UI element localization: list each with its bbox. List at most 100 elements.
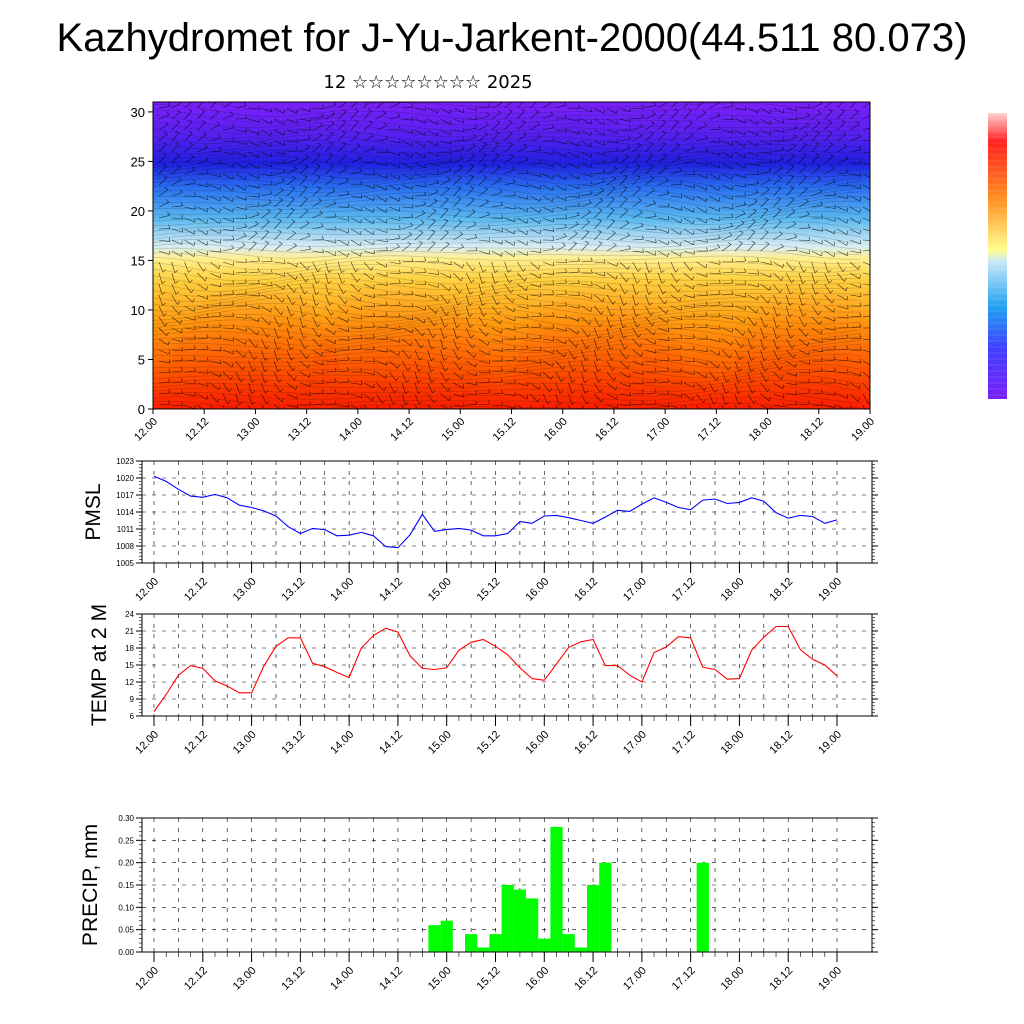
wind-barb (670, 102, 678, 109)
wind-barb-feather (459, 366, 463, 370)
wind-barb-feather (476, 380, 478, 385)
wind-barb-feather (420, 344, 424, 349)
wind-barb (824, 132, 833, 142)
wind-barb (350, 382, 362, 385)
wind-barb-feather (552, 301, 555, 306)
wind-barb-feather (181, 215, 183, 220)
wind-barb (222, 349, 234, 355)
wind-barb (350, 393, 362, 398)
wind-barb-feather (228, 388, 232, 393)
wind-barb-feather (526, 230, 528, 235)
wind-barb (632, 117, 644, 120)
wind-barb-feather (751, 379, 755, 383)
wind-barb-feather (717, 364, 720, 369)
wind-barb (632, 144, 642, 153)
wind-barb (465, 305, 470, 317)
wind-barb (235, 272, 247, 274)
wind-barb-feather (523, 143, 528, 148)
wind-barb-feather (586, 345, 590, 350)
wind-barb-feather (346, 309, 349, 314)
wind-barb (721, 371, 727, 383)
wind-barb (171, 404, 183, 407)
wind-barb (555, 227, 567, 230)
wind-barb-feather (526, 345, 529, 350)
wind-barb (657, 272, 663, 284)
wind-barb-feather (612, 175, 617, 179)
wind-barb-feather (386, 237, 388, 242)
wind-barb (286, 140, 298, 143)
wind-barb-feather (303, 185, 308, 188)
wind-barb (721, 349, 730, 359)
wind-barb-feather (549, 99, 552, 101)
wind-barb (798, 261, 804, 273)
wind-barb (734, 294, 746, 298)
y-tick-label: 9 (130, 695, 135, 704)
wind-barb-feather (334, 400, 337, 405)
wind-barb (837, 337, 849, 340)
wind-barb-feather (303, 197, 308, 200)
wind-barb (171, 272, 176, 284)
wind-barb (555, 338, 566, 345)
wind-barb (632, 238, 644, 241)
wind-barb-feather (550, 111, 554, 115)
wind-barb (504, 239, 515, 246)
wind-barb-feather (252, 241, 257, 244)
wind-barb-feather (295, 275, 298, 280)
wind-barb-feather (776, 313, 781, 317)
wind-barb (453, 294, 459, 306)
wind-barb (325, 203, 336, 208)
wind-barb (581, 202, 592, 208)
wind-barb (581, 283, 593, 286)
wind-barb (785, 165, 795, 175)
wind-barb (453, 221, 462, 230)
wind-barb (568, 360, 574, 372)
wind-barb-feather (373, 312, 376, 317)
wind-barb-feather (587, 333, 591, 338)
wind-barb-feather (360, 180, 363, 185)
wind-barb-feather (648, 281, 652, 284)
wind-barb-feather (667, 356, 670, 361)
wind-barb-feather (303, 335, 307, 339)
wind-barb (210, 150, 222, 153)
wind-barb (734, 360, 739, 372)
wind-barb (478, 165, 487, 175)
wind-barb-feather (676, 142, 680, 146)
wind-barb (504, 359, 516, 362)
wind-barb-feather (680, 241, 682, 246)
wind-barb-feather (738, 241, 743, 244)
wind-barb (785, 283, 791, 295)
wind-barb-feather (524, 277, 527, 282)
wind-barb (850, 136, 861, 142)
wind-barb-feather (791, 345, 795, 349)
wind-barb-feather (360, 356, 363, 361)
wind-barb-feather (295, 385, 298, 390)
wind-barb (286, 150, 299, 153)
wind-barb (466, 155, 475, 164)
wind-barb-feather (690, 132, 694, 136)
contour-line (153, 154, 862, 170)
wind-barb-feather (457, 175, 462, 178)
wind-barb-feather (461, 145, 465, 150)
wind-barb-feather (373, 358, 376, 363)
wind-barb (376, 382, 385, 392)
wind-barb-feather (808, 378, 811, 383)
wind-barb (491, 122, 501, 131)
wind-barb (376, 349, 388, 353)
wind-barb-feather (589, 320, 592, 325)
wind-barb-feather (615, 156, 618, 161)
wind-barb (811, 316, 821, 325)
wind-barb-feather (805, 332, 809, 337)
wind-barb (709, 217, 721, 222)
wind-barb (773, 393, 784, 398)
x-tick-label: 13.12 (280, 576, 308, 604)
wind-barb-feather (613, 377, 617, 381)
wind-barb-feather (328, 152, 333, 156)
warm-spot (730, 279, 870, 409)
wind-barb-feather (744, 142, 746, 147)
wind-barb-feather (571, 391, 576, 394)
wind-barb (427, 220, 436, 230)
wind-barb (158, 133, 168, 142)
wind-barb (453, 305, 458, 317)
wind-barb (235, 244, 246, 252)
wind-barb (747, 162, 759, 167)
